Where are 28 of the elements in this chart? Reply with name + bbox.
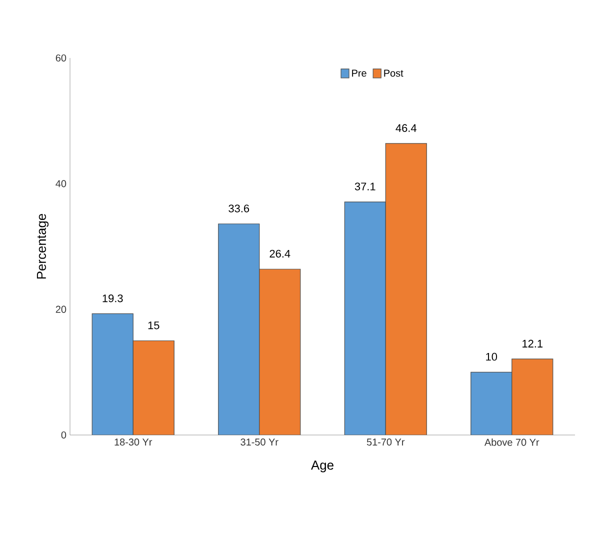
y-axis-title: Percentage <box>36 214 49 279</box>
bar <box>259 268 301 435</box>
data-label: 19.3 <box>102 294 123 302</box>
data-label: 12.1 <box>522 340 543 348</box>
bar <box>385 143 427 435</box>
bar <box>132 340 174 435</box>
y-tick-label: 20 <box>56 306 66 313</box>
y-tick-label: 0 <box>61 431 66 439</box>
bar <box>218 224 260 435</box>
x-tick-label: Above 70 Yr <box>484 438 540 446</box>
data-label: 15 <box>148 322 160 330</box>
data-label: 37.1 <box>354 182 376 190</box>
data-label: 46.4 <box>396 124 416 132</box>
x-tick-label: 31-50 Yr <box>240 438 278 446</box>
data-label: 26.4 <box>270 250 290 258</box>
x-axis-title: Age <box>311 460 334 472</box>
x-tick-label: 51-70 Yr <box>366 438 405 446</box>
y-tick-label: 60 <box>56 54 66 62</box>
bar <box>92 313 134 435</box>
bar <box>344 202 386 435</box>
data-label: 10 <box>486 352 498 361</box>
legend-label: Pre <box>352 70 366 77</box>
legend-label: Post <box>384 70 404 77</box>
bar <box>470 372 512 435</box>
bar <box>512 358 554 435</box>
data-label: 33.6 <box>228 204 250 212</box>
y-tick-label: 40 <box>56 180 66 188</box>
x-tick-label: 18-30 Yr <box>114 438 152 446</box>
